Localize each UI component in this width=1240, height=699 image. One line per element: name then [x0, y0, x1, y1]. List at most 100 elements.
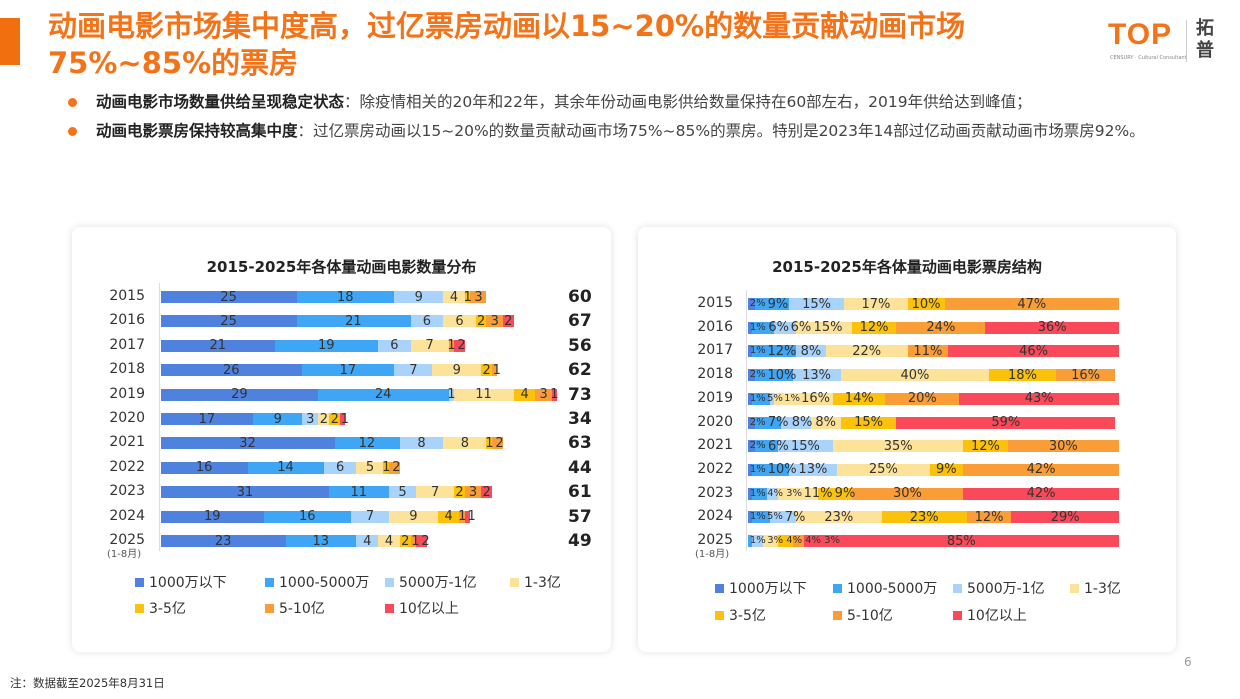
- bar-segment-0: [748, 298, 756, 310]
- bar-segment-4: [851, 321, 897, 334]
- bar-segment-label: 9%: [834, 486, 856, 502]
- bar-segment-0: [161, 461, 248, 474]
- bullet-dot-icon: [68, 98, 77, 107]
- bar-segment-label: 3: [474, 289, 483, 305]
- bar-segment-label: 11: [350, 484, 368, 500]
- category-label: 2015: [109, 288, 145, 304]
- bar-segment-label: 19: [317, 338, 335, 354]
- footnote: 注：数据截至2025年8月31日: [10, 676, 165, 690]
- bar-segment-label: 40%: [900, 367, 930, 383]
- bar-segment-4: [486, 437, 492, 450]
- category-label: 2025: [697, 532, 733, 548]
- total-label: 49: [568, 531, 592, 551]
- bar-segment-2: [323, 461, 357, 474]
- legend-label: 5000万-1亿: [967, 581, 1045, 597]
- bar-segment-1: [264, 510, 351, 523]
- bullet-item: 动画电影市场数量供给呈现稳定状态：除疫情相关的20年和22年，其余年份动画电影供…: [68, 88, 1188, 116]
- logo-tagline: CENSURY · Cultural Consultant: [1110, 55, 1187, 61]
- bar-segment-label: 23%: [909, 509, 939, 525]
- bar-segment-label: 2%: [749, 416, 766, 428]
- bar-segment-label: 9: [273, 411, 282, 427]
- bar-segment-3: [410, 339, 449, 352]
- bar-segment-label: 47%: [1017, 296, 1047, 312]
- legend-swatch: [135, 578, 144, 587]
- bar-segment-2: [788, 463, 838, 476]
- legend-label: 1000-5000万: [279, 575, 370, 591]
- legend-item: 3-5亿: [715, 608, 766, 624]
- category-label: 2020: [109, 410, 145, 426]
- bar-segment-0: [748, 440, 756, 453]
- bar-segment-label: 1: [447, 338, 456, 354]
- logo-mark: TOP: [1108, 18, 1173, 51]
- bar-segment-label: 12%: [859, 320, 889, 336]
- bar-segment-3: [796, 321, 852, 334]
- bar-segment-0: [748, 511, 752, 524]
- bar-segment-2: [777, 440, 834, 453]
- bar-segment-3: [811, 416, 841, 429]
- category-label: 2019: [697, 389, 733, 406]
- logo: TOP CENSURY · Cultural Consultant 拓普: [1108, 16, 1230, 66]
- bar-segment-label: 6%: [768, 438, 789, 454]
- legend-label: 10亿以上: [399, 601, 459, 617]
- bar-segment-label: 36%: [1037, 320, 1067, 336]
- bar-segment-0: [161, 339, 275, 352]
- bar-segment-label: 23%: [824, 509, 854, 525]
- bar-segment-4: [399, 535, 411, 547]
- bar-segment-label: 6%: [768, 320, 789, 336]
- bar-segment-label: 18: [336, 289, 354, 305]
- bar-segment-label: 16: [195, 460, 213, 476]
- bar-segment-label: 1: [458, 509, 467, 525]
- bar-segment-0: [748, 321, 752, 334]
- bar-segment-label: 10%: [911, 296, 941, 312]
- bar-segment-label: 5: [398, 484, 407, 500]
- bar-segment-label: 1%: [749, 392, 766, 404]
- bar-segment-label: 15%: [802, 296, 832, 312]
- bar-segment-0: [161, 437, 335, 450]
- legend-item: 3-5亿: [135, 601, 186, 617]
- bar-segment-label: 29: [231, 387, 248, 403]
- bar-segment-3: [773, 392, 834, 405]
- bar-segment-6: [959, 392, 1119, 405]
- category-label: 2022: [109, 458, 145, 475]
- bar-segment-3: [796, 511, 882, 524]
- bar-segment-label: 2%: [749, 440, 766, 452]
- bar-segment-5: [486, 315, 503, 328]
- bar-segment-1: [274, 339, 378, 352]
- bar-segment-4: [840, 416, 897, 429]
- bullet-text: ：过亿票房动画以15~20%的数量贡献动画市场75%~85%的票房。特别是202…: [297, 122, 1145, 140]
- bar-segment-3: [388, 510, 438, 523]
- bar-segment-4: [453, 486, 465, 499]
- bar-segment-0: [748, 487, 752, 500]
- legend-item: 1-3亿: [1070, 581, 1121, 597]
- bar-segment-label: 1: [382, 460, 391, 476]
- bar-segment-2: [796, 345, 826, 358]
- bar-segment-4: [989, 369, 1056, 382]
- bar-segment-3: [318, 413, 330, 425]
- bar-segment-1: [751, 345, 797, 358]
- legend-swatch: [510, 578, 519, 587]
- bar-segment-label: 7%: [767, 415, 789, 430]
- bar-segment-label: 5%: [766, 392, 783, 404]
- bar-segment-5: [491, 364, 498, 377]
- bar-segment-2: [350, 510, 389, 523]
- bar-segment-label: 4: [520, 387, 529, 403]
- bar-segment-4: [513, 388, 536, 401]
- bar-segment-label: 1: [340, 411, 349, 427]
- bar-segment-6: [340, 413, 346, 425]
- bar-segment-label: 15%: [813, 320, 843, 336]
- legend-item: 1000万以下: [135, 575, 227, 591]
- legend-label: 10亿以上: [967, 608, 1027, 624]
- bar-segment-1: [751, 321, 774, 334]
- bar-segment-1: [285, 535, 357, 547]
- bar-segment-4: [963, 440, 1008, 453]
- bar-segment-label: 8%: [791, 415, 813, 430]
- bar-segment-label: 4: [384, 533, 394, 549]
- bar-segment-1: [302, 364, 395, 377]
- bar-segment-6: [415, 535, 427, 547]
- bar-segment-2: [394, 364, 433, 377]
- bar-segment-1: [751, 463, 789, 476]
- chart-title: 2015-2025年各体量动画电影数量分布: [206, 258, 477, 276]
- page-number: 6: [1184, 655, 1192, 669]
- bar-segment-5: [907, 345, 949, 358]
- bar-segment-3: [844, 298, 908, 310]
